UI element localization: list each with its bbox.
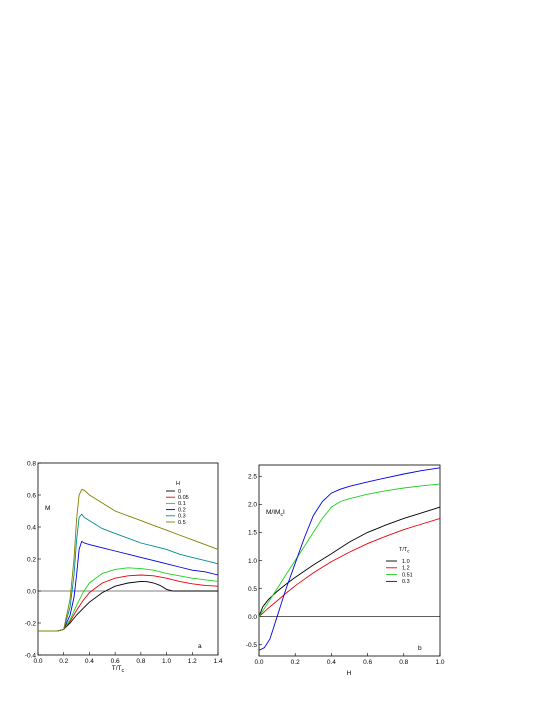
y-tick-label: 0.6 — [27, 492, 36, 499]
x-tick-label: 0.2 — [59, 658, 68, 665]
y-tick-label: 0.0 — [27, 588, 36, 595]
series-line-0_5 — [38, 488, 219, 632]
y-tick-label: -0.4 — [25, 652, 37, 659]
x-tick-label: 0.0 — [254, 659, 263, 666]
legend-entry: 0.51 — [402, 572, 413, 578]
x-tick-label: 1.0 — [435, 659, 444, 666]
x-tick-label: 0.8 — [136, 658, 145, 665]
chart-panel-b: 0.0 0.2 0.4 0.6 0.8 1.0 -0.5 0.0 0.5 1.0 1.5 2.0 2.5… — [246, 464, 445, 677]
panel-letter-a: a — [198, 643, 202, 650]
x-tick-label: 1.2 — [188, 658, 197, 665]
legend-title: T/Tc — [399, 547, 410, 554]
panel-letter-b: b — [418, 645, 422, 652]
y-tick-label: 1.5 — [248, 530, 257, 537]
x-axis-label-main: T/T — [112, 665, 122, 672]
legend-entry: 0.3 — [402, 579, 410, 585]
x-tick-label: 0.4 — [327, 659, 336, 666]
legend-entry: 0 — [178, 489, 181, 495]
legend-entry: 0.05 — [178, 495, 189, 501]
x-tick-label: 0.0 — [33, 658, 42, 665]
x-tick-label: 1.0 — [162, 658, 171, 665]
series-line-1_2 — [258, 517, 441, 618]
legend-title-main: T/T — [399, 547, 408, 553]
series-line-0_3 — [38, 513, 219, 632]
x-axis-label: T/Tc — [112, 665, 125, 674]
series-line-0_2 — [38, 540, 219, 632]
series-line-0_05 — [38, 574, 219, 632]
x-tick-label: 0.6 — [111, 658, 120, 665]
y-axis-label-main: M/IM — [266, 509, 280, 516]
y-tick-label: 0.5 — [248, 586, 257, 593]
legend-entry: 0.1 — [178, 501, 186, 507]
legend-entry: 0.3 — [178, 514, 186, 520]
legend-entry: 0.5 — [178, 520, 186, 526]
x-axis-label-subscript: c — [122, 668, 125, 674]
y-axis-label: M/IMcI — [266, 509, 285, 518]
series-line-0_51 — [258, 483, 441, 617]
y-tick-label: 2.0 — [248, 502, 257, 509]
legend-title: H — [176, 481, 180, 487]
series-line-1_0 — [258, 506, 441, 617]
legend-entry: 1.2 — [402, 566, 410, 572]
y-tick-label: 0.2 — [27, 556, 36, 563]
legend-entry: 1.0 — [402, 559, 410, 565]
x-tick-label: 0.2 — [291, 659, 300, 666]
y-tick-label: 0.4 — [27, 524, 36, 531]
y-axis-label-subscript: c — [280, 512, 283, 518]
y-tick-label: 0.0 — [248, 614, 257, 621]
x-tick-label: 1.4 — [213, 658, 222, 665]
x-tick-label: 0.8 — [399, 659, 408, 666]
x-axis-label: H — [347, 670, 352, 677]
y-tick-label: 1.0 — [248, 558, 257, 565]
y-tick-label: 2.5 — [248, 474, 257, 481]
legend-entry: 0.2 — [178, 507, 186, 513]
y-tick-label: -0.2 — [25, 620, 37, 627]
y-tick-label: -0.5 — [246, 642, 258, 649]
series-line-0 — [38, 580, 218, 632]
chart-panel-a: 0.0 0.2 0.4 0.6 0.8 1.0 1.2 1.4-0.4-0.20.00.20.… — [25, 460, 223, 674]
x-tick-label: 0.6 — [363, 659, 372, 666]
x-tick-label: 0.4 — [85, 658, 94, 665]
y-axis-label: M — [45, 505, 50, 512]
plot-frame — [258, 464, 441, 657]
series-line-0_3 — [258, 467, 441, 651]
y-axis-label-tail: I — [283, 509, 285, 516]
y-tick-label: 0.8 — [27, 460, 36, 467]
legend-title-subscript: c — [407, 549, 410, 554]
series-line-0_1 — [38, 567, 219, 632]
